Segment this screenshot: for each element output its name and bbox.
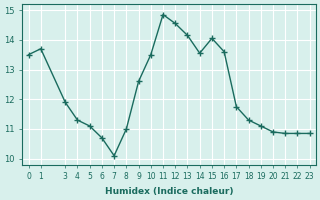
- X-axis label: Humidex (Indice chaleur): Humidex (Indice chaleur): [105, 187, 233, 196]
